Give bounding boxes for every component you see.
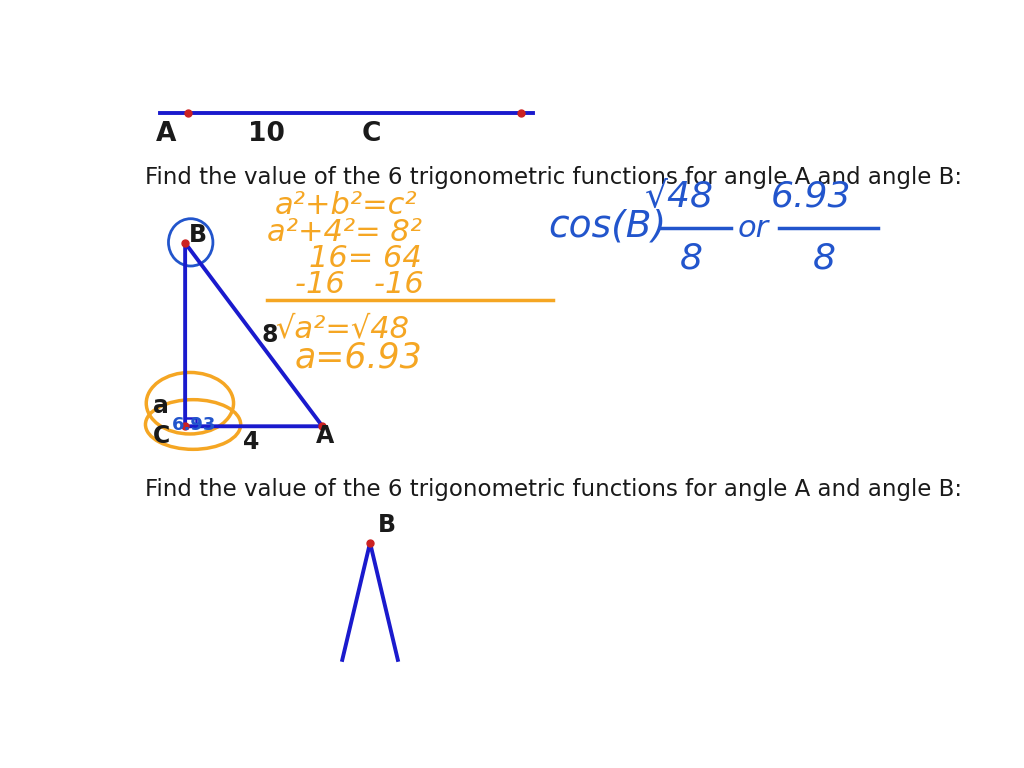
Text: 10: 10 — [249, 121, 286, 147]
Text: 6.93: 6.93 — [770, 180, 851, 214]
Text: 8: 8 — [261, 323, 278, 346]
Text: C: C — [362, 121, 382, 147]
Text: or: or — [737, 214, 769, 243]
Text: -16   -16: -16 -16 — [295, 270, 423, 300]
Text: C: C — [153, 425, 170, 449]
Text: 8: 8 — [813, 241, 837, 275]
Text: a=6.93: a=6.93 — [295, 340, 423, 374]
Text: √48: √48 — [645, 180, 714, 214]
Text: A: A — [156, 121, 176, 147]
Text: 16= 64: 16= 64 — [309, 244, 422, 273]
Text: 6.93: 6.93 — [172, 415, 216, 433]
Text: a²+b²=c²: a²+b²=c² — [274, 191, 418, 220]
Text: 4: 4 — [243, 430, 259, 454]
Text: 8: 8 — [680, 241, 702, 275]
Text: cos(B): cos(B) — [549, 209, 667, 245]
Text: A: A — [315, 425, 334, 449]
Text: B: B — [378, 513, 396, 537]
Text: a: a — [154, 393, 169, 418]
Text: a²+4²= 8²: a²+4²= 8² — [267, 218, 422, 247]
Text: Find the value of the 6 trigonometric functions for angle A and angle B:: Find the value of the 6 trigonometric fu… — [145, 167, 963, 190]
Text: B: B — [188, 223, 207, 247]
Text: √a²=√48: √a²=√48 — [274, 314, 409, 343]
Text: Find the value of the 6 trigonometric functions for angle A and angle B:: Find the value of the 6 trigonometric fu… — [145, 478, 963, 501]
